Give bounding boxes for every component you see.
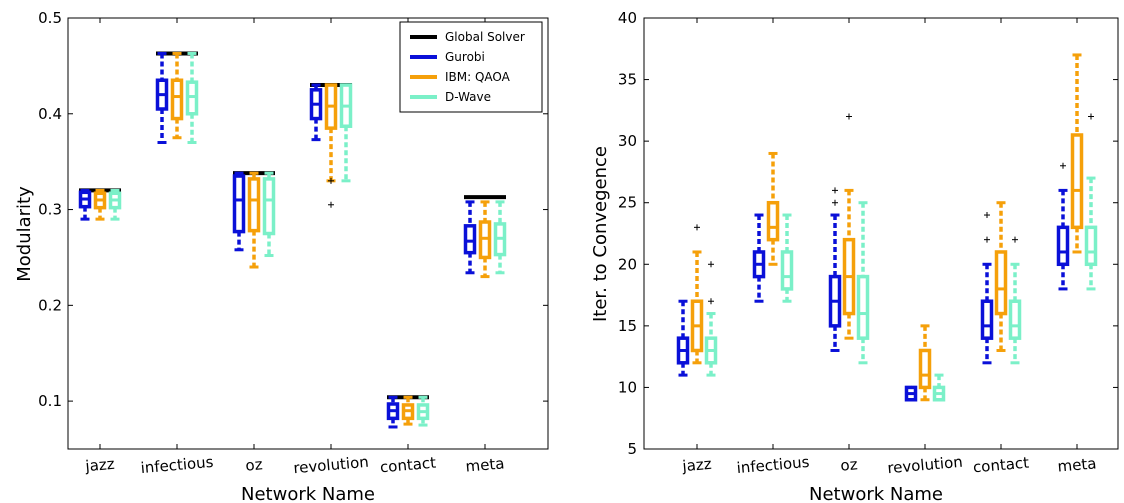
outlier-gurobi-contact <box>984 212 990 219</box>
outlier-gurobi-meta <box>1060 162 1066 169</box>
y-tick-label: 5 <box>627 440 637 458</box>
box-gurobi-oz <box>232 174 246 234</box>
outlier-d-wave-meta <box>1088 113 1094 120</box>
y-tick-label: 40 <box>618 9 637 27</box>
legend-label-ibm-qaoa: IBM: QAOA <box>445 70 511 84</box>
x-tick-label-revolution: revolution <box>293 453 370 478</box>
legend-label-global-solver: Global Solver <box>445 30 525 44</box>
legend-label-gurobi: Gurobi <box>445 50 485 64</box>
x-tick-label-contact: contact <box>379 454 437 477</box>
x-tick-label-meta: meta <box>1057 454 1097 475</box>
x-tick-label-infectious: infectious <box>140 453 214 477</box>
box-d-wave-oz <box>856 274 870 340</box>
outlier-d-wave-contact <box>1012 236 1018 243</box>
outlier-ibm-qaoa-revolution <box>328 201 334 208</box>
y-tick-label: 0.2 <box>38 296 62 314</box>
y-tick-label: 10 <box>618 378 637 396</box>
y-tick-label: 0.3 <box>38 201 62 219</box>
box-ibm-qaoa-oz <box>247 177 261 233</box>
y-tick-label: 35 <box>618 71 637 89</box>
x-tick-label-jazz: jazz <box>84 455 116 476</box>
box-ibm-qaoa-infectious <box>766 200 780 242</box>
box-d-wave-infectious <box>780 250 794 291</box>
y-tick-label: 20 <box>618 255 637 273</box>
y-tick-label: 30 <box>618 132 637 150</box>
plot-frame <box>67 17 549 450</box>
modularity-chart: 0.1 0.2 0.3 0.4 0.5 jazz infectious oz revolutio… <box>14 9 549 503</box>
box-ibm-qaoa-revolution <box>918 348 932 390</box>
modularity-ticks: 0.1 0.2 0.3 0.4 0.5 jazz infectious oz revolutio… <box>38 9 548 477</box>
y-tick-label: 15 <box>618 317 637 335</box>
x-tick-label-jazz: jazz <box>681 455 713 476</box>
box-d-wave-oz <box>262 177 276 236</box>
y-axis-label: Iter. to Convegence <box>590 146 611 322</box>
box-d-wave-contact <box>1008 299 1022 340</box>
y-tick-label: 0.4 <box>38 105 62 123</box>
outlier-gurobi-oz <box>832 187 838 194</box>
box-gurobi-contact <box>980 299 994 340</box>
box-ibm-qaoa-contact <box>994 250 1008 316</box>
x-tick-label-oz: oz <box>245 455 264 474</box>
x-tick-label-oz: oz <box>840 455 859 474</box>
outlier-gurobi-oz <box>832 199 838 206</box>
x-tick-label-contact: contact <box>972 454 1030 477</box>
box-d-wave-meta <box>1084 225 1098 267</box>
box-gurobi-meta <box>463 224 477 255</box>
outlier-ibm-qaoa-jazz <box>694 224 700 231</box>
y-axis-label: Modularity <box>14 186 35 282</box>
x-tick-label-infectious: infectious <box>736 453 810 477</box>
plot-frame <box>643 17 1119 450</box>
legend-label-d-wave: D-Wave <box>445 90 491 104</box>
x-tick-label-revolution: revolution <box>887 453 964 478</box>
outlier-ibm-qaoa-revolution <box>328 177 334 184</box>
iterations-chart: 5 10 15 20 25 30 35 40 jazz infectious oz revolutio… <box>590 9 1119 503</box>
iterations-marks <box>676 53 1098 402</box>
y-tick-label: 0.5 <box>38 9 62 27</box>
y-tick-label: 0.1 <box>38 392 62 410</box>
iterations-ticks: 5 10 15 20 25 30 35 40 jazz infectious oz revolutio… <box>618 9 1118 477</box>
x-tick-label-meta: meta <box>465 454 505 475</box>
x-axis-label: Network Name <box>241 484 375 503</box>
outlier-ibm-qaoa-oz <box>846 113 852 120</box>
outlier-gurobi-contact <box>984 236 990 243</box>
box-ibm-qaoa-meta <box>1070 133 1084 230</box>
outlier-d-wave-jazz <box>708 261 714 268</box>
legend: Global Solver Gurobi IBM: QAOA D-Wave <box>399 21 543 113</box>
x-axis-label: Network Name <box>809 484 943 503</box>
modularity-marks <box>78 51 507 429</box>
box-ibm-qaoa-infectious <box>170 78 184 121</box>
y-tick-label: 25 <box>618 194 637 212</box>
box-gurobi-meta <box>1056 225 1070 267</box>
outlier-d-wave-jazz <box>708 298 714 305</box>
